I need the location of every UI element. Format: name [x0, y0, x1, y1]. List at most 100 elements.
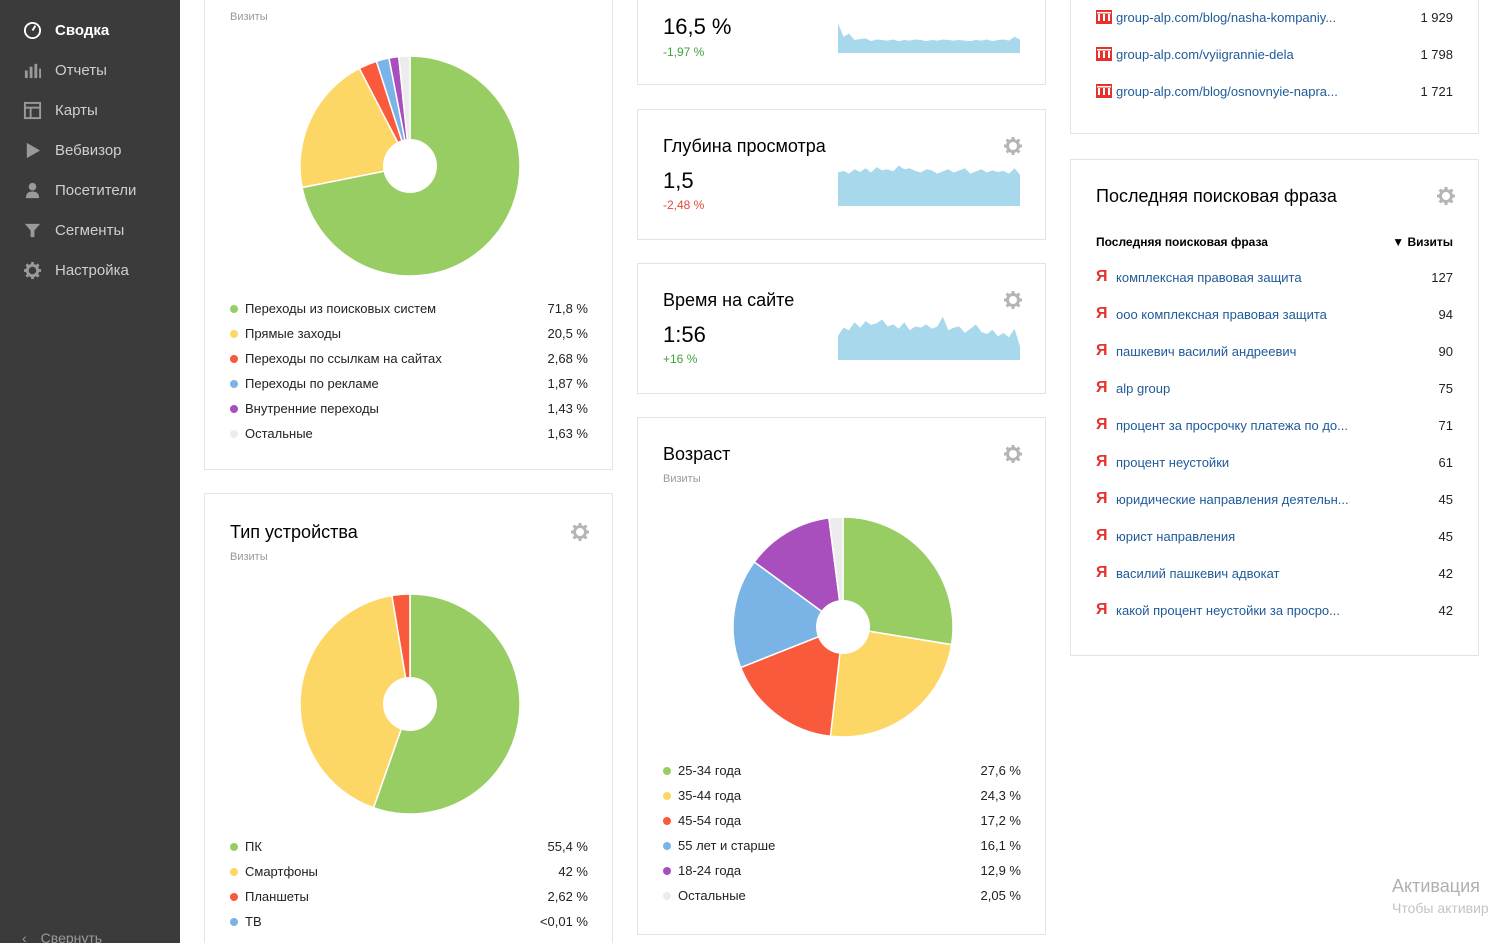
yandex-icon: Я — [1096, 379, 1108, 396]
search-phrase-link[interactable]: ооо комплексная правовая защита — [1116, 306, 1327, 322]
sidebar-item-label: Сводка — [55, 21, 110, 39]
legend-item[interactable]: Смартфоны 42 % — [230, 859, 588, 884]
pie-hole — [383, 139, 437, 193]
search-phrase-link[interactable]: какой процент неустойки за просро... — [1116, 602, 1340, 618]
pie-slice[interactable] — [299, 594, 411, 809]
sparkline — [838, 316, 1020, 360]
page-link[interactable]: group-alp.com/blog/nasha-kompaniy... — [1116, 9, 1337, 25]
pie-slice[interactable] — [842, 516, 954, 646]
age-card: Возраст Визиты 25-34 года 27,6 % 35-44 год… — [637, 417, 1046, 935]
legend-swatch — [663, 866, 671, 875]
pie-slice[interactable] — [299, 67, 412, 189]
search-phrase-link[interactable]: василий пашкевич адвокат — [1116, 565, 1280, 581]
legend-swatch — [230, 429, 238, 438]
metric-value: 16,5 % — [663, 14, 732, 39]
site-favicon-icon — [1096, 10, 1112, 24]
activation-watermark-subtitle: Чтобы активир — [1392, 900, 1489, 916]
search-phrase-link[interactable]: комплексная правовая защита — [1116, 269, 1302, 285]
legend-item[interactable]: ТВ <0,01 % — [230, 909, 588, 934]
sidebar: Сводка Отчеты Карты Вебвизор Посетители … — [0, 0, 180, 943]
collapse-sidebar-button[interactable]: ‹ Свернуть — [22, 930, 102, 943]
pie-slice[interactable] — [829, 626, 953, 738]
legend-item[interactable]: 45-54 года 17,2 % — [663, 808, 1021, 833]
legend-item[interactable]: 25-34 года 27,6 % — [663, 758, 1021, 783]
sparkline-area — [838, 316, 1020, 360]
legend-value: 2,62 % — [547, 889, 588, 904]
device-type-legend: ПК 55,4 % Смартфоны 42 % Планшеты 2,62 % ТВ <0,… — [230, 834, 588, 934]
legend-swatch — [230, 354, 238, 363]
legend-item[interactable]: Остальные 2,05 % — [663, 883, 1021, 908]
legend-value: 16,1 % — [980, 838, 1021, 853]
yandex-icon: Я — [1096, 416, 1108, 433]
gear-icon[interactable] — [1003, 444, 1023, 464]
legend-swatch — [230, 892, 238, 901]
search-phrase-link[interactable]: процент неустойки — [1116, 454, 1230, 470]
column-header-visits[interactable]: ▼ Визиты — [1392, 235, 1453, 249]
page-link[interactable]: group-alp.com/blog/osnovnyie-napra... — [1116, 83, 1338, 99]
visits-count: 1 798 — [1420, 46, 1453, 62]
legend-item[interactable]: Прямые заходы 20,5 % — [230, 321, 588, 346]
legend-swatch — [230, 917, 238, 926]
sidebar-item-maps[interactable]: Карты — [22, 98, 98, 122]
metric-delta: -2,48 % — [663, 198, 705, 212]
legend-swatch — [230, 329, 238, 338]
sidebar-item-summary[interactable]: Сводка — [22, 18, 109, 42]
traffic-sources-card: Визиты Переходы из поисковых систем 71,8 … — [204, 0, 613, 470]
pie-slice[interactable] — [828, 516, 844, 628]
legend-swatch — [230, 304, 238, 313]
legend-label: Переходы по рекламе — [245, 376, 379, 391]
legend-label: 35-44 года — [678, 788, 742, 803]
legend-item[interactable]: Переходы из поисковых систем 71,8 % — [230, 296, 588, 321]
legend-item[interactable]: Переходы по рекламе 1,87 % — [230, 371, 588, 396]
legend-swatch — [663, 816, 671, 825]
pie-slice[interactable] — [391, 593, 411, 705]
search-phrase-link[interactable]: юридические направления деятельн... — [1116, 491, 1349, 507]
legend-item[interactable]: 55 лет и старше 16,1 % — [663, 833, 1021, 858]
search-phrase-link[interactable]: процент за просрочку платежа по до... — [1116, 417, 1349, 433]
legend-item[interactable]: 18-24 года 12,9 % — [663, 858, 1021, 883]
card-subtitle: Визиты — [230, 11, 268, 23]
page-link[interactable]: group-alp.com/vyiigrannie-dela — [1116, 46, 1294, 62]
device-type-card: Тип устройства Визиты ПК 55,4 % Смартфоны 4… — [204, 493, 613, 943]
bar-chart-icon — [22, 60, 42, 80]
legend-value: 2,68 % — [547, 351, 588, 366]
legend-label: Остальные — [678, 888, 746, 903]
pie-slice[interactable] — [397, 55, 411, 167]
yandex-icon: Я — [1096, 564, 1108, 581]
sparkline — [838, 23, 1020, 53]
gear-icon[interactable] — [1003, 290, 1023, 310]
search-phrase-link[interactable]: юрист направления — [1116, 528, 1236, 544]
sidebar-item-webvisor[interactable]: Вебвизор — [22, 138, 122, 162]
legend-item[interactable]: Планшеты 2,62 % — [230, 884, 588, 909]
metric-card-time: Время на сайте 1:56 +16 % — [637, 263, 1046, 394]
gear-icon[interactable] — [1003, 136, 1023, 156]
sidebar-item-settings[interactable]: Настройка — [22, 258, 129, 282]
gear-icon[interactable] — [570, 522, 590, 542]
legend-item[interactable]: ПК 55,4 % — [230, 834, 588, 859]
legend-swatch — [663, 841, 671, 850]
visits-count: 45 — [1438, 528, 1453, 544]
legend-label: Переходы по ссылкам на сайтах — [245, 351, 442, 366]
pie-slice[interactable] — [739, 625, 844, 738]
search-phrase-link[interactable]: alp group — [1116, 380, 1171, 396]
legend-label: Планшеты — [245, 889, 309, 904]
sparkline-area — [838, 23, 1020, 53]
sidebar-item-segments[interactable]: Сегменты — [22, 218, 124, 242]
table-row: group-alp.com/vyiigrannie-dela 1 798 — [1096, 44, 1453, 64]
legend-label: Смартфоны — [245, 864, 318, 879]
gear-icon[interactable] — [1436, 186, 1456, 206]
pie-slice[interactable] — [732, 560, 845, 669]
sidebar-item-reports[interactable]: Отчеты — [22, 58, 107, 82]
search-phrase-link[interactable]: пашкевич василий андреевич — [1116, 343, 1297, 359]
legend-item[interactable]: Переходы по ссылкам на сайтах 2,68 % — [230, 346, 588, 371]
legend-value: 1,63 % — [547, 426, 588, 441]
visits-count: 71 — [1438, 417, 1453, 433]
sidebar-item-visitors[interactable]: Посетители — [22, 178, 136, 202]
legend-item[interactable]: 35-44 года 24,3 % — [663, 783, 1021, 808]
pie-slice[interactable] — [753, 517, 844, 629]
legend-swatch — [230, 379, 238, 388]
legend-item[interactable]: Остальные 1,63 % — [230, 421, 588, 446]
legend-item[interactable]: Внутренние переходы 1,43 % — [230, 396, 588, 421]
